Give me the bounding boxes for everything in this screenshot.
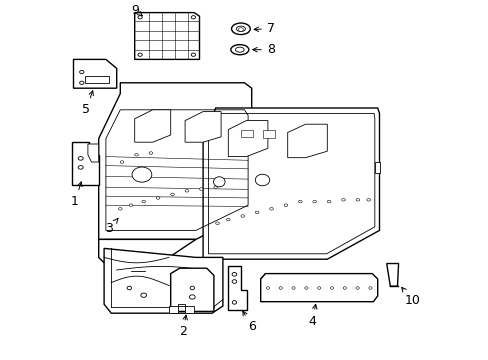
- Ellipse shape: [238, 28, 243, 31]
- Ellipse shape: [189, 295, 195, 299]
- Polygon shape: [99, 83, 251, 239]
- Ellipse shape: [231, 23, 250, 35]
- Ellipse shape: [80, 71, 84, 74]
- Ellipse shape: [132, 167, 151, 182]
- Ellipse shape: [255, 211, 258, 213]
- Ellipse shape: [279, 287, 282, 289]
- Ellipse shape: [138, 53, 142, 57]
- Ellipse shape: [232, 280, 236, 283]
- Ellipse shape: [230, 45, 248, 55]
- Ellipse shape: [304, 287, 307, 289]
- Polygon shape: [260, 274, 377, 302]
- Ellipse shape: [191, 53, 195, 57]
- Text: 5: 5: [82, 91, 93, 116]
- Polygon shape: [73, 59, 117, 88]
- Ellipse shape: [236, 26, 245, 31]
- Ellipse shape: [141, 293, 146, 297]
- Ellipse shape: [118, 207, 122, 210]
- Text: 4: 4: [307, 305, 316, 328]
- Ellipse shape: [235, 47, 244, 52]
- Ellipse shape: [185, 189, 188, 192]
- Ellipse shape: [298, 200, 302, 203]
- Ellipse shape: [269, 207, 273, 210]
- Ellipse shape: [191, 15, 195, 19]
- Ellipse shape: [241, 215, 244, 217]
- Ellipse shape: [226, 218, 230, 221]
- Text: 10: 10: [401, 287, 420, 307]
- Ellipse shape: [317, 287, 320, 289]
- Text: 1: 1: [71, 182, 82, 208]
- Polygon shape: [228, 266, 247, 310]
- Ellipse shape: [149, 152, 152, 154]
- Ellipse shape: [291, 287, 295, 289]
- Ellipse shape: [199, 188, 203, 190]
- Ellipse shape: [127, 286, 131, 290]
- Polygon shape: [228, 121, 267, 157]
- Ellipse shape: [213, 186, 217, 189]
- Ellipse shape: [170, 193, 174, 196]
- Ellipse shape: [120, 161, 123, 163]
- Polygon shape: [134, 13, 199, 59]
- Ellipse shape: [355, 199, 359, 201]
- Polygon shape: [170, 268, 213, 311]
- Ellipse shape: [138, 15, 142, 19]
- Ellipse shape: [142, 200, 145, 203]
- Polygon shape: [88, 144, 99, 162]
- Text: 3: 3: [105, 218, 118, 235]
- Ellipse shape: [80, 81, 84, 85]
- Ellipse shape: [312, 200, 316, 203]
- Ellipse shape: [284, 204, 287, 206]
- Ellipse shape: [129, 204, 133, 206]
- Text: 7: 7: [254, 22, 274, 35]
- Ellipse shape: [266, 287, 269, 289]
- Polygon shape: [287, 124, 326, 158]
- Ellipse shape: [368, 287, 371, 289]
- Polygon shape: [99, 239, 196, 263]
- Polygon shape: [203, 108, 379, 259]
- Ellipse shape: [190, 286, 194, 290]
- Ellipse shape: [232, 301, 236, 304]
- Ellipse shape: [366, 199, 370, 201]
- Ellipse shape: [341, 199, 345, 201]
- Polygon shape: [72, 142, 99, 185]
- Polygon shape: [185, 112, 221, 142]
- Ellipse shape: [255, 174, 269, 186]
- Ellipse shape: [343, 287, 346, 289]
- Ellipse shape: [326, 200, 330, 203]
- Text: 9: 9: [131, 4, 142, 17]
- Polygon shape: [386, 264, 398, 286]
- Ellipse shape: [134, 153, 138, 156]
- Polygon shape: [241, 130, 253, 137]
- Ellipse shape: [355, 287, 359, 289]
- Polygon shape: [168, 304, 194, 313]
- Ellipse shape: [215, 222, 219, 225]
- Polygon shape: [262, 130, 275, 138]
- Text: 2: 2: [178, 315, 187, 338]
- Ellipse shape: [156, 197, 160, 199]
- Polygon shape: [374, 162, 379, 173]
- Text: 6: 6: [243, 311, 255, 333]
- Ellipse shape: [330, 287, 333, 289]
- Ellipse shape: [78, 157, 83, 160]
- Text: 8: 8: [252, 43, 274, 56]
- Polygon shape: [104, 248, 223, 313]
- Ellipse shape: [213, 177, 224, 187]
- Polygon shape: [85, 76, 109, 83]
- Ellipse shape: [78, 166, 83, 169]
- Polygon shape: [134, 110, 170, 142]
- Ellipse shape: [232, 273, 236, 276]
